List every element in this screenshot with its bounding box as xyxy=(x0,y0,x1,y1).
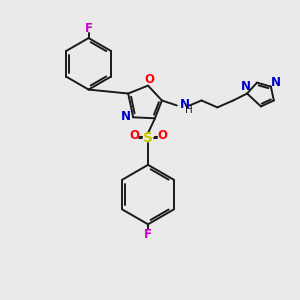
Text: O: O xyxy=(157,129,167,142)
Text: F: F xyxy=(85,22,93,34)
Text: S: S xyxy=(143,131,153,145)
Text: N: N xyxy=(121,110,131,123)
Text: N: N xyxy=(241,80,251,93)
Text: F: F xyxy=(144,228,152,241)
Text: O: O xyxy=(144,73,154,86)
Text: N: N xyxy=(180,98,190,111)
Text: N: N xyxy=(271,76,281,89)
Text: H: H xyxy=(185,105,193,116)
Text: O: O xyxy=(129,129,139,142)
